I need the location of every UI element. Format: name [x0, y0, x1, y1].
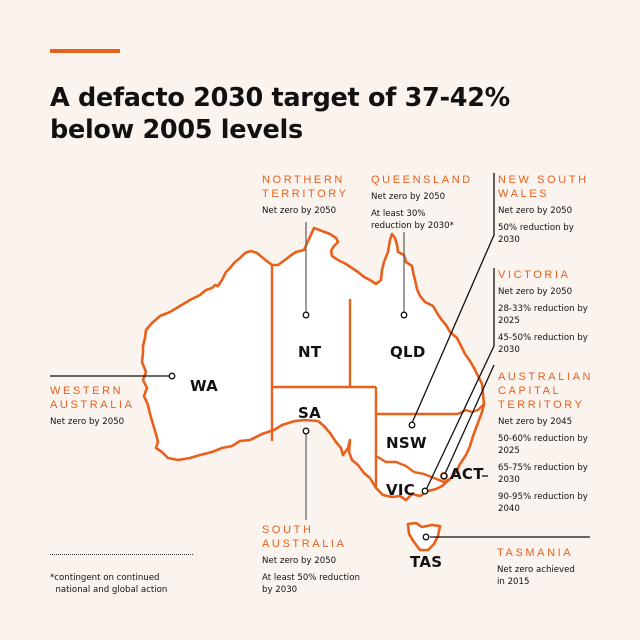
title-line-2: below 2005 levels: [50, 115, 303, 145]
label-act-target-2: 50-60% reduction by 2025: [498, 434, 588, 456]
label-tas-name-1: TASMANIA: [497, 547, 574, 559]
state-abbr-qld: QLD: [390, 343, 426, 361]
label-wa: WESTERN AUSTRALIA Net zero by 2050: [50, 384, 135, 428]
label-nt: NORTHERN TERRITORY Net zero by 2050: [262, 173, 349, 217]
state-abbr-tas: TAS: [410, 553, 443, 571]
state-borders: [270, 265, 485, 488]
label-wa-name-2: AUSTRALIA: [50, 399, 135, 411]
title-line-1: A defacto 2030 target of 37-42%: [50, 83, 510, 113]
label-vic-name-1: VICTORIA: [498, 269, 571, 281]
state-abbr-wa: WA: [190, 377, 219, 395]
label-qld-name-1: QUEENSLAND: [371, 174, 473, 186]
footnote-divider: [50, 554, 193, 555]
label-act-name-3: TERRITORY: [498, 399, 585, 411]
state-abbr-nsw: NSW: [386, 434, 427, 452]
label-act: AUSTRALIAN CAPITAL TERRITORY Net zero by…: [498, 370, 618, 515]
label-nsw-name-1: NEW SOUTH: [498, 174, 589, 186]
label-qld-target-2: At least 30% reduction by 2030*: [371, 209, 454, 231]
label-act-name-2: CAPITAL: [498, 385, 562, 397]
label-vic-target-2: 28-33% reduction by 2025: [498, 304, 588, 326]
page-title: A defacto 2030 target of 37-42% below 20…: [50, 82, 570, 146]
label-nt-name-1: NORTHERN: [262, 174, 345, 186]
label-qld-target-1: Net zero by 2050: [371, 192, 446, 202]
label-vic: VICTORIA Net zero by 2050 28-33% reducti…: [498, 268, 608, 356]
label-act-target-1: Net zero by 2045: [498, 417, 573, 427]
label-nsw-target-2: 50% reduction by 2030: [498, 223, 574, 245]
label-nt-name-2: TERRITORY: [262, 188, 349, 200]
label-nt-target-1: Net zero by 2050: [262, 206, 337, 216]
accent-rule: [50, 49, 120, 53]
label-sa-target-2: At least 50% reduction by 2030: [262, 573, 360, 595]
label-act-target-4: 90-95% reduction by 2040: [498, 492, 588, 514]
leader-lines: [50, 173, 590, 538]
label-tas-target-1: Net zero achieved in 2015: [497, 565, 575, 587]
label-tas: TASMANIA Net zero achieved in 2015: [497, 546, 597, 588]
label-act-name-1: AUSTRALIAN: [498, 371, 594, 383]
label-vic-target-3: 45-50% reduction by 2030: [498, 333, 588, 355]
label-qld: QUEENSLAND Net zero by 2050 At least 30%…: [371, 173, 481, 232]
label-nsw: NEW SOUTH WALES Net zero by 2050 50% red…: [498, 173, 608, 246]
state-abbr-vic: VIC: [386, 481, 416, 499]
state-abbr-sa: SA: [298, 404, 322, 422]
label-nsw-name-2: WALES: [498, 188, 550, 200]
label-sa: SOUTH AUSTRALIA Net zero by 2050 At leas…: [262, 523, 372, 596]
label-vic-target-1: Net zero by 2050: [498, 287, 573, 297]
mainland-outline: [140, 226, 486, 502]
label-wa-target-1: Net zero by 2050: [50, 417, 125, 427]
label-wa-name-1: WESTERN: [50, 385, 124, 397]
footnote: *contingent on continued national and gl…: [50, 573, 168, 595]
state-abbr-nt: NT: [298, 343, 322, 361]
label-nsw-target-1: Net zero by 2050: [498, 206, 573, 216]
label-sa-name-2: AUSTRALIA: [262, 538, 347, 550]
marker-dots: [168, 311, 448, 541]
label-sa-name-1: SOUTH: [262, 524, 314, 536]
label-sa-target-1: Net zero by 2050: [262, 556, 337, 566]
state-abbr-act: ACT: [450, 465, 484, 483]
label-act-target-3: 65-75% reduction by 2030: [498, 463, 588, 485]
